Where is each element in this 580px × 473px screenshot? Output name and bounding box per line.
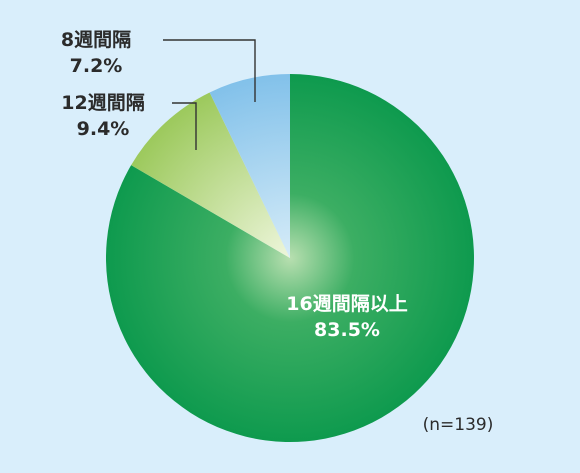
sample-size-note: (n=139)	[423, 415, 494, 435]
slice-label-8weeks: 8週間隔	[61, 29, 131, 51]
slice-value-16weeks: 83.5%	[314, 319, 380, 341]
pie-slice-16weeks	[105, 74, 474, 443]
slice-label-12weeks: 12週間隔	[61, 92, 144, 114]
slice-label-16weeks: 16週間隔以上	[286, 293, 407, 315]
pie-slice-8weeks	[209, 74, 290, 258]
pie-slice-12weeks	[131, 92, 290, 258]
slice-value-12weeks: 9.4%	[77, 118, 130, 140]
leader-line-8weeks	[163, 39, 256, 102]
leader-line-12weeks	[172, 102, 197, 150]
slice-value-8weeks: 7.2%	[70, 55, 123, 77]
